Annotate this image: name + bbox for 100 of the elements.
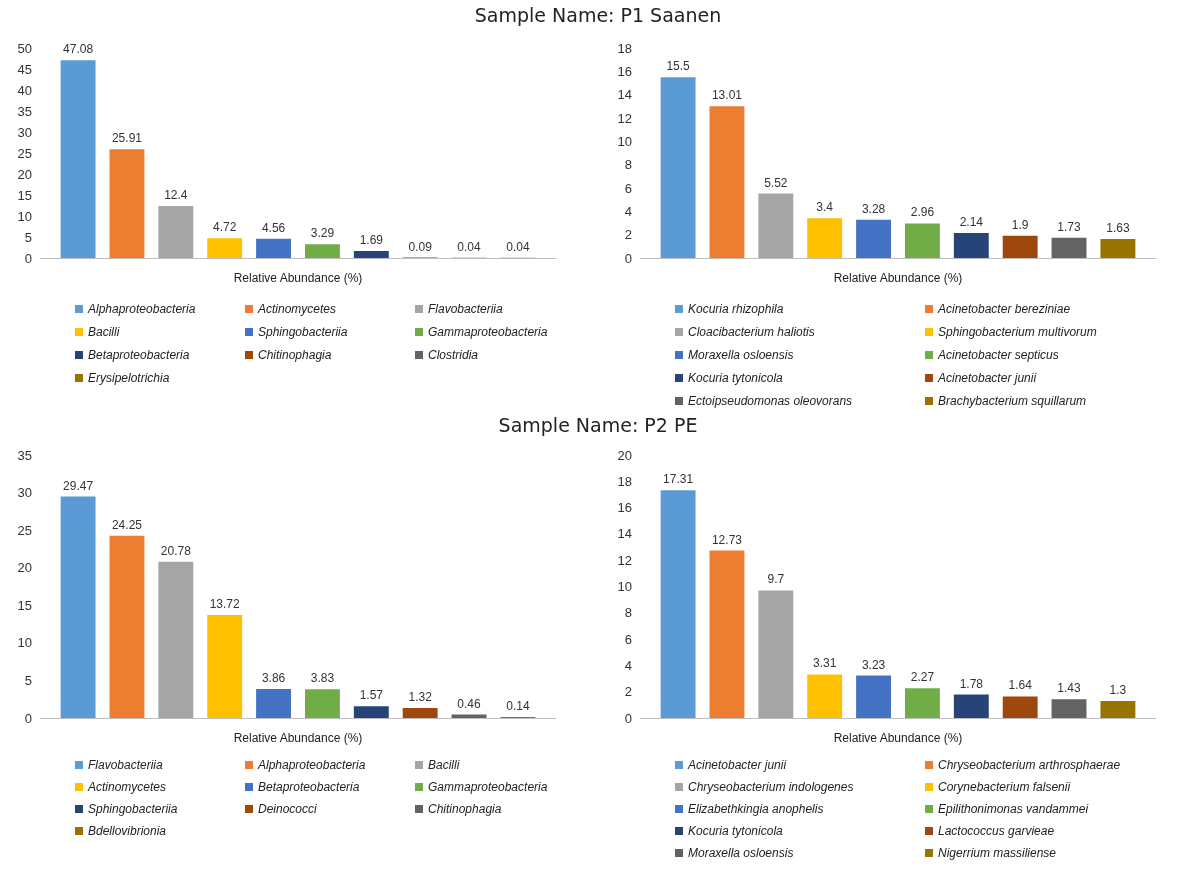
data-label: 20.78 — [160, 543, 192, 558]
legend-label: Alphaproteobacteria — [257, 758, 366, 772]
x-axis-title: Relative Abundance (%) — [233, 271, 363, 285]
bar — [709, 550, 745, 718]
data-label: 13.72 — [209, 596, 241, 611]
data-label: 9.7 — [767, 572, 785, 587]
y-tick-label: 4 — [624, 657, 632, 673]
y-tick-label: 25 — [17, 522, 32, 538]
legend-label: Actinomycetes — [257, 302, 337, 316]
y-tick-label: 12 — [617, 552, 632, 568]
data-label: 2.14 — [959, 215, 984, 230]
legend-label: Actinomycetes — [87, 780, 167, 794]
y-tick-label: 2 — [624, 227, 632, 243]
data-label: 1.69 — [359, 232, 384, 247]
y-tick-label: 4 — [624, 203, 632, 219]
y-tick-label: 15 — [17, 187, 32, 203]
data-label: 12.4 — [164, 187, 188, 202]
legend-label: Chryseobacterium arthrosphaerae — [938, 758, 1121, 772]
data-label: 1.63 — [1106, 220, 1130, 235]
y-tick-label: 15 — [17, 597, 32, 613]
bar — [1051, 699, 1087, 718]
data-label: 0.04 — [457, 239, 482, 254]
legend-label: Sphingobacteriia — [88, 802, 178, 816]
legend-label: Clostridia — [428, 348, 479, 362]
y-tick-label: 20 — [17, 560, 32, 576]
legend-label: Lactococcus garvieae — [938, 824, 1055, 838]
data-label: 3.23 — [861, 657, 886, 672]
legend-label: Deinococci — [258, 802, 318, 816]
y-tick-label: 20 — [617, 447, 632, 463]
x-axis-title: Relative Abundance (%) — [233, 731, 363, 745]
y-tick-label: 10 — [617, 579, 632, 594]
data-label: 15.5 — [666, 59, 691, 74]
data-label: 3.86 — [261, 670, 286, 685]
legend-label: Cloacibacterium haliotis — [688, 325, 815, 339]
legend-label: Nigerrium massiliense — [938, 846, 1057, 860]
y-tick-label: 0 — [624, 250, 632, 266]
bar — [660, 490, 696, 718]
legend-label: Acinetobacter junii — [687, 758, 787, 772]
y-tick-label: 35 — [17, 447, 32, 463]
bar — [904, 688, 940, 718]
legend-label: Moraxella osloensis — [688, 348, 794, 362]
data-label: 12.73 — [711, 532, 743, 547]
legend-label: Betaproteobacteria — [88, 348, 190, 362]
y-tick-label: 35 — [17, 103, 32, 119]
legend-label: Sphingobacteriia — [258, 325, 348, 339]
legend-label: Acinetobacter septicus — [937, 348, 1059, 362]
bar — [660, 77, 696, 258]
y-tick-label: 0 — [624, 710, 632, 726]
data-label: 1.73 — [1057, 219, 1082, 234]
data-label: 5.52 — [764, 175, 788, 190]
y-tick-label: 16 — [617, 63, 632, 79]
legend-label: Bacilli — [428, 758, 460, 772]
y-tick-label: 8 — [624, 605, 632, 621]
legend-label: Epilithonimonas vandammei — [938, 802, 1089, 816]
y-tick-label: 30 — [17, 124, 32, 140]
bar — [1002, 696, 1038, 718]
y-tick-label: 40 — [17, 82, 32, 98]
data-label: 2.96 — [910, 205, 935, 220]
data-label: 17.31 — [663, 472, 694, 487]
bar — [109, 149, 145, 258]
legend-label: Kocuria tytonicola — [688, 371, 784, 385]
bar — [158, 561, 194, 718]
data-label: 1.9 — [1011, 217, 1029, 232]
data-label: 4.56 — [261, 220, 286, 235]
legend-label: Kocuria tytonicola — [688, 824, 784, 838]
bar — [256, 688, 292, 718]
data-label: 0.14 — [506, 698, 530, 713]
data-label: 1.43 — [1057, 681, 1082, 696]
legend-label: Gammaproteobacteria — [428, 780, 548, 794]
legend-label: Betaproteobacteria — [258, 780, 360, 794]
y-tick-label: 18 — [617, 40, 632, 56]
legend-label: Alphaproteobacteria — [87, 302, 196, 316]
y-tick-label: 0 — [24, 710, 32, 726]
bar — [904, 223, 940, 258]
data-label: 3.29 — [310, 226, 335, 241]
y-tick-label: 30 — [17, 485, 32, 501]
y-tick-label: 5 — [24, 229, 32, 245]
legend-label: Gammaproteobacteria — [428, 325, 548, 339]
data-label: 29.47 — [63, 478, 94, 493]
bar — [158, 205, 194, 258]
bar — [807, 674, 843, 718]
data-label: 3.28 — [861, 201, 886, 216]
bar — [60, 496, 96, 718]
legend-label: Ectoipseudomonas oleovorans — [688, 394, 853, 408]
y-tick-label: 18 — [617, 473, 632, 489]
y-tick-label: 16 — [617, 500, 632, 516]
bar — [353, 250, 389, 258]
y-tick-label: 12 — [617, 110, 632, 126]
bar — [402, 708, 438, 718]
bar — [758, 193, 794, 258]
x-axis-title: Relative Abundance (%) — [833, 731, 963, 745]
data-label: 47.08 — [63, 42, 94, 57]
y-tick-label: 2 — [624, 684, 632, 700]
bar — [256, 238, 292, 258]
y-tick-label: 25 — [17, 145, 32, 161]
bar — [207, 238, 243, 258]
y-tick-label: 50 — [17, 40, 32, 56]
bar — [304, 244, 340, 258]
data-label: 1.78 — [959, 676, 984, 691]
bar — [1002, 235, 1038, 258]
